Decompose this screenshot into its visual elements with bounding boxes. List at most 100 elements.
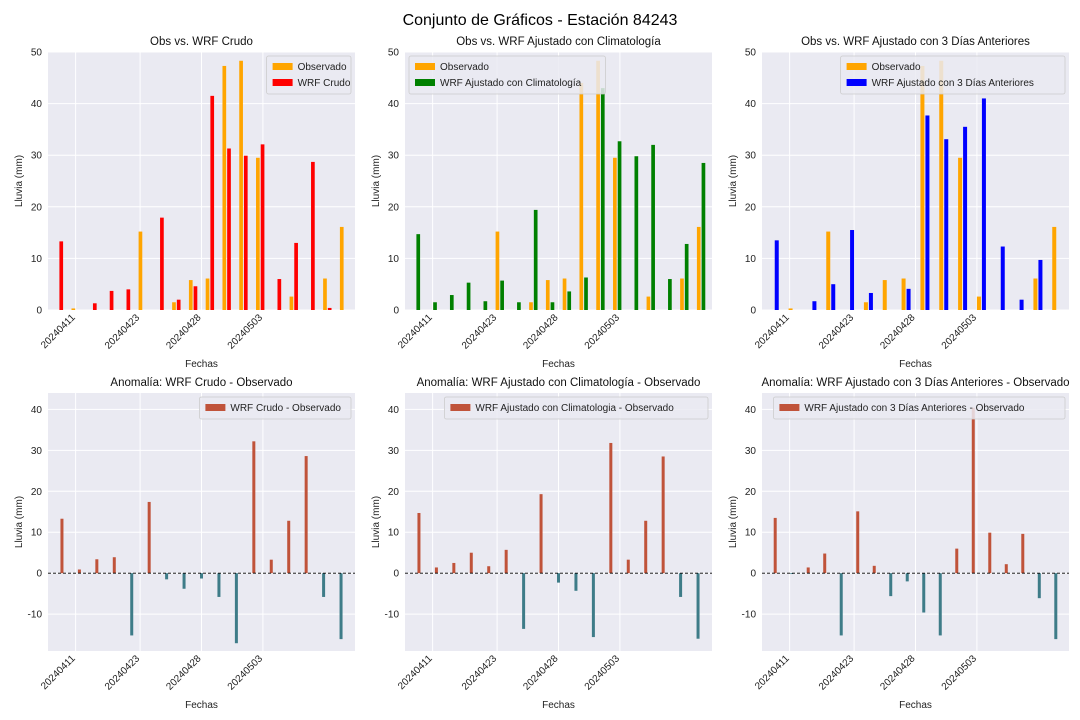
y-tick-label: 20 <box>745 202 757 213</box>
bar-wrf <box>850 230 855 310</box>
bar-wrf <box>109 290 114 310</box>
bar-wrf <box>327 307 332 310</box>
legend: Observado WRF Crudo <box>266 55 352 95</box>
bar-wrf <box>193 286 198 310</box>
y-axis-label: Lluvia (mm) <box>14 496 25 548</box>
figure-title: Conjunto de Gráficos - Estación 84243 <box>403 12 678 29</box>
bar-observado <box>958 157 963 310</box>
x-tick-label: 20240423 <box>103 653 143 693</box>
y-tick-label: 0 <box>750 306 756 317</box>
bar-observado <box>646 296 651 310</box>
chart-panel-1: 0 10 20 30 40 50 20240411 20240423 20240428 20240… <box>14 36 355 370</box>
bar-anomalia <box>77 569 81 574</box>
bar-wrf <box>567 291 572 310</box>
bar-anomalia <box>823 553 827 574</box>
bar-wrf <box>981 98 986 310</box>
y-tick-label: 30 <box>31 446 43 457</box>
bar-wrf <box>533 209 538 310</box>
y-tick-label: 0 <box>750 569 756 580</box>
y-tick-label: 50 <box>388 48 400 59</box>
x-tick-label: 20240411 <box>39 653 78 692</box>
bar-observado <box>863 302 868 310</box>
legend-box <box>443 396 709 420</box>
bar-anomalia <box>806 567 810 574</box>
chart-panel-4: -10 0 10 20 30 40 20240411 20240423 20240428 2024… <box>14 377 355 711</box>
chart-title: Obs vs. WRF Crudo <box>150 36 253 48</box>
bar-wrf <box>701 162 706 310</box>
y-axis-label: Lluvia (mm) <box>371 496 382 548</box>
x-tick-label: 20240423 <box>817 312 857 352</box>
bar-wrf <box>617 141 622 310</box>
x-tick-label: 20240411 <box>39 312 78 351</box>
y-tick-label: 10 <box>745 254 757 265</box>
legend: WRF Ajustado con Climatologia - Observad… <box>443 396 709 420</box>
bar-wrf <box>277 279 282 310</box>
x-tick-label: 20240423 <box>460 653 500 693</box>
bar-wrf <box>774 240 779 310</box>
y-tick-label: 30 <box>745 151 757 162</box>
bar-observado <box>188 280 193 310</box>
legend-box <box>408 55 606 95</box>
bar-observado <box>680 278 684 310</box>
bar-observado <box>323 278 327 310</box>
y-tick-label: 40 <box>388 99 400 110</box>
legend-box <box>773 396 1066 420</box>
x-tick-label: 20240423 <box>460 312 500 352</box>
x-tick-label: 20240428 <box>521 312 561 352</box>
x-axis-label: Fechas <box>542 700 575 711</box>
bar-anomalia <box>95 559 99 574</box>
bar-wrf <box>868 292 873 310</box>
bar-observado <box>613 157 617 310</box>
bar-observado <box>901 278 906 310</box>
legend-label: WRF Ajustado con 3 Días Anteriores <box>872 78 1034 89</box>
y-tick-label: 20 <box>31 202 43 213</box>
y-tick-label: 20 <box>388 202 400 213</box>
bar-wrf <box>944 139 949 310</box>
x-tick-label: 20240411 <box>396 653 435 692</box>
bar-observado <box>289 296 294 310</box>
bar-anomalia <box>1004 564 1008 574</box>
x-tick-label: 20240503 <box>583 653 623 693</box>
bar-wrf <box>227 148 231 310</box>
bar-anomalia <box>922 573 926 613</box>
bar-anomalia <box>60 518 64 574</box>
bar-anomalia <box>287 520 291 574</box>
bar-observado <box>788 308 793 310</box>
bar-anomalia <box>339 573 343 640</box>
y-tick-label: 20 <box>745 487 757 498</box>
legend-swatch <box>779 404 800 411</box>
x-tick-label: 20240503 <box>226 653 266 693</box>
bar-wrf <box>92 303 97 310</box>
bar-wrf <box>160 217 164 310</box>
legend-swatch <box>846 63 867 70</box>
bar-anomalia <box>487 566 491 574</box>
legend-label: Observado <box>872 62 921 73</box>
bar-anomalia <box>661 456 665 574</box>
bar-observado <box>1052 226 1057 310</box>
x-tick-label: 20240423 <box>103 312 143 352</box>
bar-anomalia <box>591 573 595 638</box>
legend-swatch <box>846 79 867 86</box>
y-tick-label: 10 <box>745 528 757 539</box>
bar-anomalia <box>644 520 648 574</box>
chart-panel-5: -10 0 10 20 30 40 20240411 20240423 20240428 2024… <box>371 377 712 711</box>
y-tick-label: 0 <box>36 306 42 317</box>
bar-wrf <box>500 280 504 310</box>
y-tick-label: 30 <box>31 151 43 162</box>
y-tick-label: 30 <box>745 446 757 457</box>
y-tick-label: 20 <box>388 487 400 498</box>
bar-observado <box>579 82 584 311</box>
y-tick-label: 40 <box>745 405 757 416</box>
x-tick-label: 20240428 <box>878 312 918 352</box>
bar-wrf <box>210 95 215 310</box>
bar-observado <box>172 302 176 310</box>
legend-label: WRF Ajustado con Climatologia - Observad… <box>475 403 674 414</box>
bar-anomalia <box>938 573 942 636</box>
legend-box <box>198 396 352 420</box>
y-tick-label: 30 <box>388 151 400 162</box>
bar-anomalia <box>905 573 909 582</box>
bar-anomalia <box>234 573 238 644</box>
bar-observado <box>256 157 260 310</box>
y-tick-label: 40 <box>31 99 43 110</box>
